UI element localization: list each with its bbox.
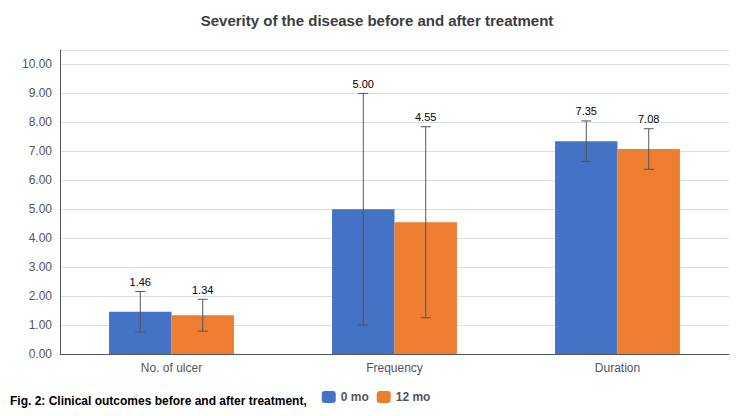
svg-text:Severity of the disease before: Severity of the disease before and after… bbox=[201, 12, 554, 29]
svg-text:9.00: 9.00 bbox=[29, 86, 53, 100]
svg-text:12 mo: 12 mo bbox=[396, 390, 431, 404]
svg-text:3.00: 3.00 bbox=[29, 260, 53, 274]
svg-text:1.00: 1.00 bbox=[29, 318, 53, 332]
svg-text:Fig. 2: Clinical outcomes befo: Fig. 2: Clinical outcomes before and aft… bbox=[10, 394, 307, 408]
svg-text:7.00: 7.00 bbox=[29, 144, 53, 158]
svg-text:Frequency: Frequency bbox=[366, 361, 423, 375]
svg-text:4.00: 4.00 bbox=[29, 231, 53, 245]
svg-text:No. of ulcer: No. of ulcer bbox=[141, 361, 202, 375]
svg-text:Duration: Duration bbox=[595, 361, 640, 375]
svg-text:5.00: 5.00 bbox=[353, 78, 374, 90]
svg-text:0 mo: 0 mo bbox=[341, 390, 369, 404]
svg-text:6.00: 6.00 bbox=[29, 173, 53, 187]
svg-text:1.46: 1.46 bbox=[130, 276, 151, 288]
svg-text:0.00: 0.00 bbox=[29, 347, 53, 361]
svg-text:7.08: 7.08 bbox=[638, 113, 659, 125]
svg-text:10.00: 10.00 bbox=[22, 57, 52, 71]
svg-text:2.00: 2.00 bbox=[29, 289, 53, 303]
svg-text:4.55: 4.55 bbox=[415, 111, 436, 123]
svg-text:5.00: 5.00 bbox=[29, 202, 53, 216]
svg-text:7.35: 7.35 bbox=[576, 105, 597, 117]
svg-text:1.34: 1.34 bbox=[192, 284, 213, 296]
svg-text:8.00: 8.00 bbox=[29, 115, 53, 129]
